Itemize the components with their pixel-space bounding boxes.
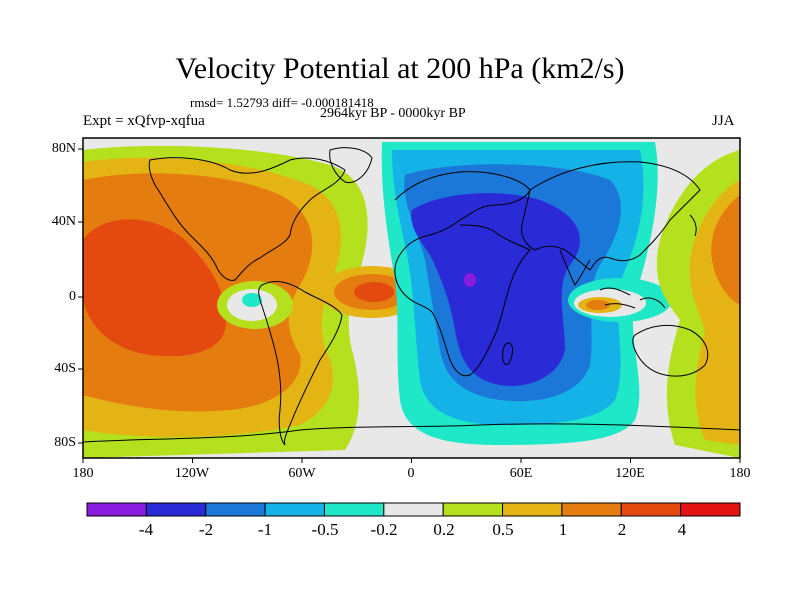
maritime-continent-region (568, 278, 672, 322)
lat-label-0: 0 (69, 289, 76, 304)
colorbar-swatch (323, 502, 385, 517)
colorbar-swatch (442, 502, 504, 517)
colorbar-label: -0.5 (311, 520, 339, 539)
lon-label-60w: 60W (288, 466, 316, 481)
colorbar (86, 502, 741, 517)
colorbar-label: 0.2 (433, 520, 455, 539)
colorbar-label: -4 (138, 520, 154, 539)
season-label: JJA (712, 113, 735, 129)
east-pacific-region (656, 150, 740, 458)
axis-ticks (78, 148, 741, 463)
contour-field (83, 138, 740, 458)
period-text: 2964kyr BP - 0000kyr BP (320, 106, 466, 121)
lat-label-80s: 80S (54, 435, 76, 450)
lon-label-180e: 180 (729, 466, 751, 481)
lon-label-0: 0 (407, 466, 415, 481)
colorbar-swatch (264, 502, 325, 517)
minimum-cell (464, 273, 476, 287)
colorbar-swatch (502, 502, 563, 517)
colorbar-swatch (86, 502, 147, 517)
colorbar-label: 2 (617, 520, 627, 539)
colorbar-label: -0.2 (370, 520, 398, 539)
colorbar-swatch (383, 502, 444, 517)
colorbar-swatch (620, 502, 682, 517)
lon-label-60e: 60E (509, 466, 533, 481)
colorbar-swatch (561, 502, 622, 517)
coastlines (83, 147, 740, 446)
experiment-label: Expt = xQfvp-xqfua (83, 113, 205, 129)
lat-label-40s: 40S (54, 361, 76, 376)
colorbar-label: -2 (198, 520, 214, 539)
lon-label-180w: 180 (72, 466, 94, 481)
pacific-positive-region (83, 145, 368, 458)
africa-negative-region (381, 142, 658, 445)
colorbar-swatch (205, 502, 266, 517)
colorbar-swatch (680, 502, 741, 517)
lon-label-120e: 120E (615, 466, 645, 481)
colorbar-label: -1 (257, 520, 273, 539)
colorbar-swatch (145, 502, 207, 517)
colorbar-label: 0.5 (492, 520, 514, 539)
map-title: Velocity Potential at 200 hPa (km2/s) (175, 52, 625, 85)
colorbar-label: 4 (677, 520, 687, 539)
lat-label-40n: 40N (51, 214, 76, 229)
lon-label-120w: 120W (174, 466, 210, 481)
stats-text: rmsd= 1.52793 diff= -0.000181418 (190, 95, 374, 110)
lat-label-80n: 80N (51, 141, 76, 156)
colorbar-label: 1 (558, 520, 568, 539)
